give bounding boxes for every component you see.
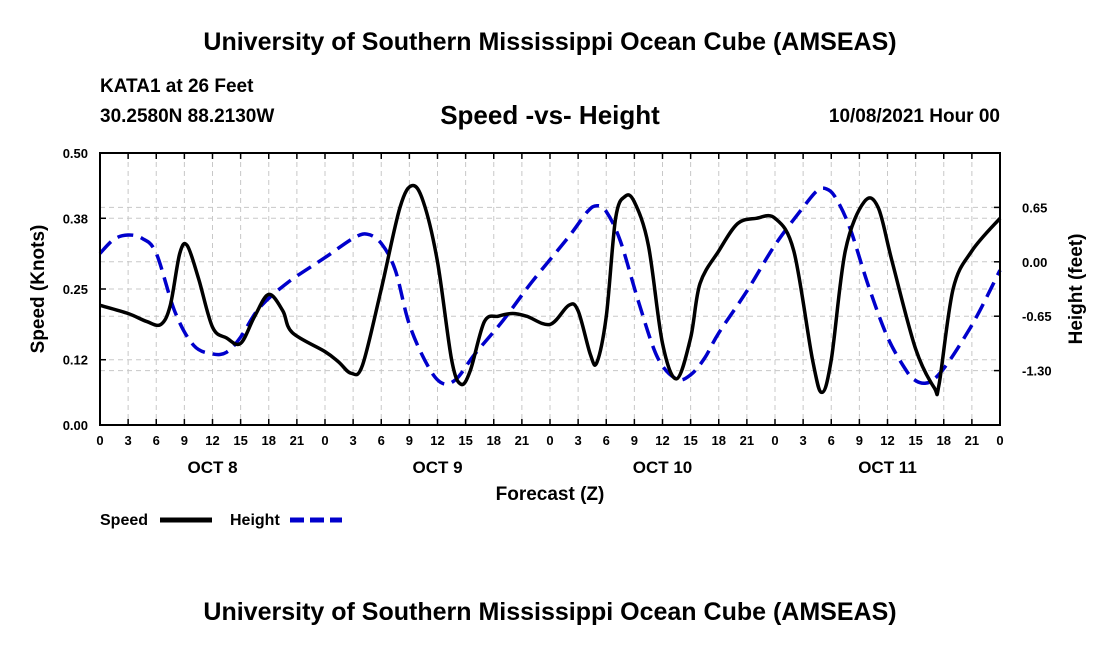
- x-tick-label: 18: [487, 433, 501, 448]
- x-tick-label: 0: [321, 433, 328, 448]
- x-tick-label: 3: [125, 433, 132, 448]
- legend-height-label: Height: [230, 512, 280, 529]
- x-tick-label: 9: [856, 433, 863, 448]
- chart-title-bottom: University of Southern Mississippi Ocean…: [203, 598, 897, 626]
- x-tick-label: 12: [205, 433, 219, 448]
- x-tick-label: 12: [880, 433, 894, 448]
- x-tick-label: 21: [290, 433, 304, 448]
- x-tick-label: 21: [965, 433, 979, 448]
- left-y-tick-label: 0.38: [63, 211, 88, 226]
- axis-labels: 0 3 6 9 12 15 18 21 0 3 6 9 12 15 18 21 0 3 6 9 12 15 18 21 0 3 6 9…: [63, 146, 1052, 477]
- x-tick-label: 18: [262, 433, 276, 448]
- axis-ticks: [99, 152, 1001, 426]
- x-tick-label: 15: [683, 433, 697, 448]
- x-tick-label: 6: [603, 433, 610, 448]
- x-tick-label: 6: [378, 433, 385, 448]
- x-tick-label: 3: [350, 433, 357, 448]
- x-tick-label: 12: [430, 433, 444, 448]
- x-tick-label: 18: [937, 433, 951, 448]
- date-label: OCT 10: [633, 458, 693, 477]
- left-y-tick-label: 0.25: [63, 282, 88, 297]
- date-label: OCT 11: [858, 458, 917, 477]
- left-axis-title: Speed (Knots): [28, 225, 49, 354]
- right-y-tick-label: 0.00: [1022, 255, 1047, 270]
- right-y-tick-label: 0.65: [1022, 200, 1047, 215]
- x-tick-label: 18: [712, 433, 726, 448]
- x-tick-label: 15: [458, 433, 472, 448]
- coordinates-label: 30.2580N 88.2130W: [100, 106, 275, 127]
- right-axis-title: Height (feet): [1066, 234, 1087, 345]
- x-tick-label: 3: [800, 433, 807, 448]
- x-tick-label: 0: [96, 433, 103, 448]
- left-y-tick-label: 0.00: [63, 418, 88, 433]
- height-series-line: [98, 186, 1002, 386]
- x-tick-label: 9: [631, 433, 638, 448]
- x-tick-label: 21: [515, 433, 529, 448]
- x-tick-label: 12: [655, 433, 669, 448]
- series-layer: [98, 183, 1002, 397]
- legend-speed-label: Speed: [100, 512, 148, 529]
- x-tick-label: 15: [233, 433, 247, 448]
- x-tick-label: 9: [181, 433, 188, 448]
- chart-subtitle: Speed -vs- Height: [440, 100, 660, 130]
- date-label: OCT 8: [187, 458, 237, 477]
- x-tick-label: 9: [406, 433, 413, 448]
- station-label: KATA1 at 26 Feet: [100, 76, 254, 97]
- x-axis-title: Forecast (Z): [496, 484, 605, 505]
- x-tick-label: 0: [546, 433, 553, 448]
- legend: Speed Height: [100, 512, 342, 529]
- x-tick-label: 21: [740, 433, 754, 448]
- chart-title-top: University of Southern Mississippi Ocean…: [203, 28, 897, 56]
- right-y-tick-label: -1.30: [1022, 364, 1052, 379]
- grid-lines: [100, 153, 1000, 425]
- speed-series-line: [99, 183, 1002, 397]
- left-y-tick-label: 0.12: [63, 353, 88, 368]
- x-tick-label: 3: [575, 433, 582, 448]
- x-tick-label: 6: [828, 433, 835, 448]
- date-label: OCT 9: [412, 458, 462, 477]
- left-y-tick-label: 0.50: [63, 146, 88, 161]
- x-tick-label: 0: [996, 433, 1003, 448]
- x-tick-label: 0: [771, 433, 778, 448]
- x-tick-label: 15: [908, 433, 922, 448]
- datetime-label: 10/08/2021 Hour 00: [828, 106, 1000, 127]
- right-y-tick-label: -0.65: [1022, 309, 1052, 324]
- x-tick-label: 6: [153, 433, 160, 448]
